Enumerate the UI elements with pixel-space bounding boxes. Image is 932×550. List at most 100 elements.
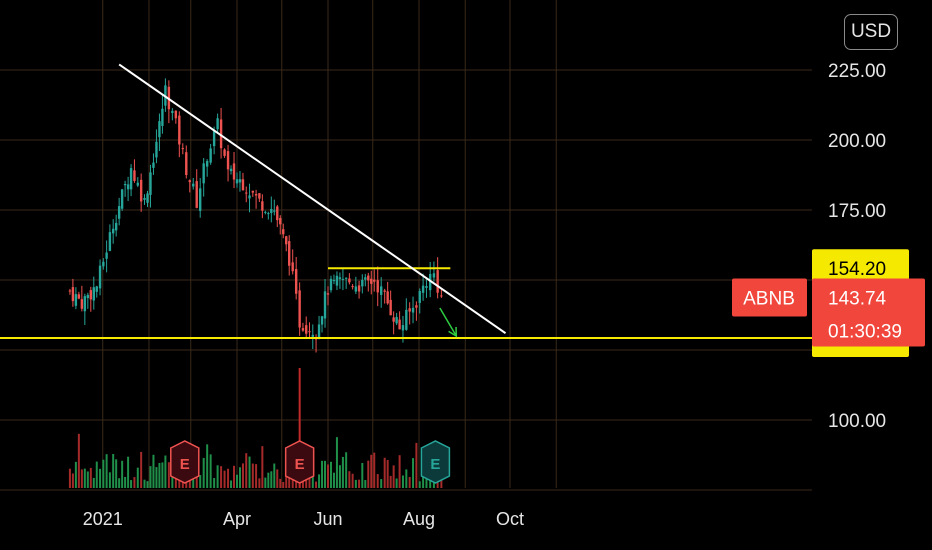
volume-bar [395, 478, 398, 488]
volume-bar [315, 481, 318, 488]
candle-body [367, 275, 370, 281]
candle-body [270, 208, 273, 213]
candle-body [92, 287, 95, 301]
volume-bar [415, 442, 418, 488]
candle-body [267, 213, 270, 215]
candle-body [89, 290, 93, 300]
axes: 225.00 200.00 175.00 100.00 2021 Apr Jun Aug Oct… [83, 61, 925, 529]
volume-bar [270, 471, 273, 488]
candle-body [351, 286, 354, 288]
volume-bar [258, 478, 261, 488]
candle-body [254, 194, 258, 196]
candle-body [389, 299, 392, 316]
volume-bar [99, 468, 102, 488]
volume-bar [136, 467, 139, 488]
volume-bar [248, 456, 251, 488]
candle-body [80, 299, 84, 309]
volume-bar [376, 474, 379, 488]
candle-body [320, 316, 324, 325]
candle-body [136, 182, 139, 186]
volume-bar [133, 477, 136, 488]
volume-bar [398, 455, 401, 488]
volume-bar [245, 453, 248, 488]
earnings-badge [420, 440, 451, 484]
candle-body [373, 279, 376, 282]
projection-arrowhead [448, 326, 458, 338]
candle-body [111, 228, 115, 234]
volume-bar [209, 454, 212, 488]
volume-bar [380, 479, 383, 488]
volume-bar [392, 465, 395, 488]
candle-body [440, 295, 443, 297]
volume-bar [321, 460, 324, 488]
candle-body [383, 290, 386, 292]
candle-body [428, 273, 432, 291]
volume-bar [282, 481, 285, 488]
candle-body [74, 294, 78, 306]
volume-bar [251, 463, 254, 488]
candle-body [323, 291, 327, 319]
candle-body [425, 286, 428, 288]
volume-bar [383, 457, 386, 488]
candle-body [332, 280, 336, 282]
volume-bar [273, 463, 276, 488]
earnings-marker: E [170, 440, 200, 484]
x-tick-label: 2021 [83, 509, 123, 529]
symbol-tag-label: ABNB [743, 289, 795, 310]
volume-bar [74, 461, 77, 488]
candle-body [273, 210, 276, 212]
candle-body [408, 308, 411, 312]
candle-body [301, 328, 305, 331]
candle-body [143, 197, 146, 200]
candle-body [219, 119, 223, 149]
volume-bar [233, 465, 236, 488]
candle-body [188, 180, 191, 183]
volume-bars [68, 368, 443, 488]
candle-body [181, 148, 184, 150]
volume-bar [199, 475, 202, 488]
volume-bar [401, 475, 404, 488]
candle-body [421, 285, 425, 293]
candle-body [209, 148, 212, 163]
candle-body [326, 293, 330, 295]
volume-bar [105, 454, 108, 488]
candle-body [279, 218, 282, 225]
volume-bar [220, 466, 223, 488]
candle-body [261, 201, 264, 211]
volume-bar [261, 446, 264, 488]
currency-button[interactable]: USD [844, 14, 898, 50]
volume-bar [327, 464, 329, 488]
candle-body [376, 280, 379, 293]
volume-bar [230, 480, 233, 488]
volume-bar [405, 469, 408, 488]
candle-body [86, 294, 90, 299]
candle-body [251, 190, 255, 193]
volume-bar [351, 473, 354, 488]
candle-body [418, 291, 421, 303]
volume-bar [345, 452, 348, 488]
candle-body [171, 110, 174, 113]
volume-bar [389, 475, 392, 488]
candle-body [370, 278, 373, 284]
volume-bar [174, 476, 177, 488]
volume-bar [361, 463, 364, 488]
y-tick-label: 175.00 [828, 201, 886, 222]
candle-body [411, 307, 415, 313]
candle-body [294, 269, 298, 294]
volume-bar [373, 452, 376, 488]
volume-bar [164, 455, 167, 488]
price-tag-label: 154.20 [828, 259, 886, 280]
volume-bar [236, 474, 238, 488]
volume-bar [206, 444, 209, 488]
candle-body [161, 108, 164, 126]
earnings-marker: E [420, 440, 451, 484]
volume-bar [418, 481, 421, 488]
candle-body [146, 193, 149, 203]
candle-body [291, 262, 294, 272]
candle-body [205, 160, 209, 167]
drawings[interactable] [0, 63, 812, 340]
candle-body [83, 296, 87, 312]
volume-bar [102, 459, 105, 488]
